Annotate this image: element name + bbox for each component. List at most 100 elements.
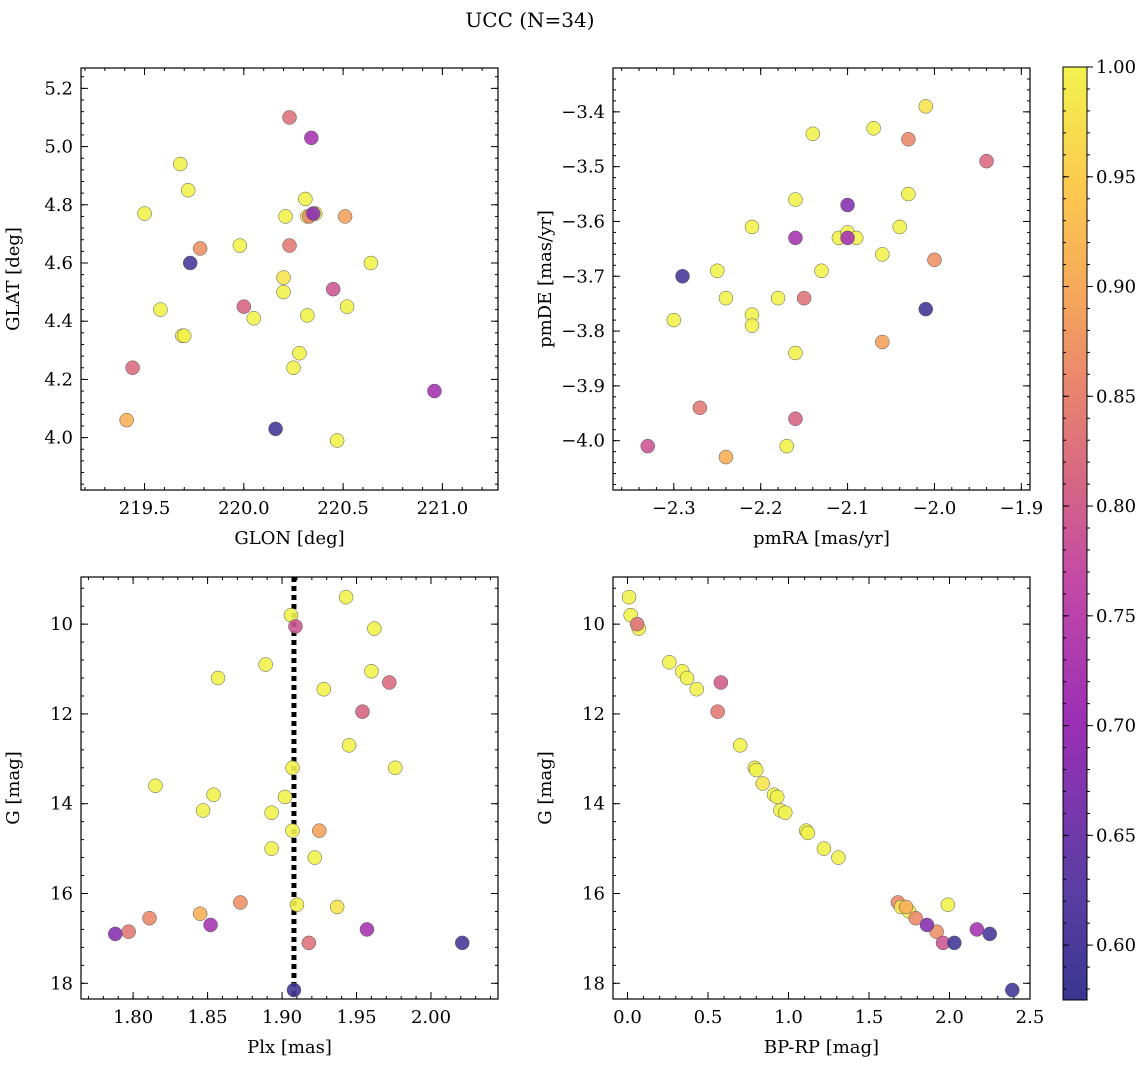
y-axis-label: G [mag] [3, 751, 24, 824]
data-point [282, 110, 297, 125]
data-point [779, 438, 794, 454]
data-point [629, 616, 645, 632]
y-tick-label: 14 [582, 794, 605, 815]
data-point [329, 433, 345, 448]
data-point [621, 589, 637, 605]
data-point [206, 787, 221, 802]
data-point [744, 318, 760, 333]
y-tick-label: 4.8 [44, 195, 73, 216]
data-point [364, 664, 379, 679]
data-point [814, 263, 829, 279]
data-point [236, 299, 252, 314]
y-tick-label: −3.5 [561, 157, 605, 178]
data-point [210, 670, 226, 686]
colorbar-tick-label: 0.80 [1096, 496, 1136, 517]
x-tick-label: 1.90 [262, 1007, 302, 1028]
data-point [840, 230, 855, 246]
data-point [979, 153, 994, 169]
data-point [831, 850, 846, 865]
data-point [947, 935, 962, 951]
data-point [640, 438, 655, 454]
data-point [866, 121, 881, 136]
x-tick-label: −2.1 [826, 498, 870, 519]
data-point [908, 910, 923, 926]
data-point [355, 704, 370, 719]
data-point [427, 383, 442, 399]
data-point [788, 411, 803, 427]
panel-pm: −2.3 −2.2 −2.1 −2.0 −1.9 −4.0 −3.9 −3.8 −3.7 −3.6… [535, 67, 1043, 549]
x-tick-label: 221.0 [417, 498, 469, 519]
data-point [233, 895, 248, 910]
data-point [919, 917, 935, 933]
data-point [339, 299, 355, 314]
data-point [689, 681, 704, 697]
x-tick-label: 2.0 [935, 1007, 964, 1028]
data-point [805, 126, 821, 142]
data-point [232, 238, 248, 253]
data-point [325, 281, 341, 297]
data-point [875, 247, 890, 262]
y-tick-label: 16 [582, 884, 605, 905]
data-point [182, 255, 198, 271]
data-point [892, 219, 907, 235]
y-tick-label: 10 [50, 614, 73, 635]
data-point [901, 186, 916, 202]
data-point [286, 360, 301, 376]
data-point [749, 762, 764, 778]
plot-frame [612, 67, 1031, 491]
x-tick-label: 1.0 [774, 1007, 803, 1028]
data-point [359, 922, 375, 937]
panel-cmd: 0.0 0.5 1.0 1.5 2.0 2.5 10 12 14 16 18 BP-RP [mag] G… [535, 576, 1044, 1058]
data-point [180, 182, 196, 198]
colorbar-tick-label: 0.85 [1096, 386, 1136, 407]
data-point [277, 789, 293, 805]
data-point [901, 131, 916, 147]
x-tick-label: 1.5 [855, 1007, 884, 1028]
data-point [679, 670, 695, 686]
data-point [276, 270, 291, 285]
data-point [778, 805, 793, 820]
x-tick-label: 0.0 [613, 1007, 642, 1028]
data-point [796, 290, 812, 306]
data-point [341, 738, 357, 753]
data-point [258, 657, 273, 672]
data-point [788, 230, 803, 246]
x-tick-label: −2.3 [652, 498, 696, 519]
data-point [337, 209, 353, 224]
colorbar-tick-label: 0.70 [1096, 716, 1136, 737]
x-axis-label: GLON [deg] [234, 528, 344, 549]
data-point [125, 360, 140, 376]
y-tick-label: 10 [582, 614, 605, 635]
data-point [387, 760, 403, 776]
x-tick-label: 1.95 [336, 1007, 376, 1028]
data-point [713, 675, 729, 690]
data-point [173, 156, 188, 172]
y-axis-label: GLAT [deg] [3, 227, 24, 331]
data-point [363, 255, 379, 271]
x-tick-label: −2.0 [913, 498, 957, 519]
y-tick-label: 14 [50, 794, 73, 815]
data-point [329, 899, 345, 915]
data-point [119, 412, 134, 428]
data-point [718, 290, 734, 306]
data-point [282, 238, 297, 253]
colorbar-tick-label: 0.75 [1096, 606, 1136, 627]
data-point [788, 192, 803, 207]
x-tick-label: −1.9 [999, 498, 1043, 519]
y-tick-label: 16 [50, 884, 73, 905]
data-point [840, 197, 855, 213]
x-axis-label: BP-RP [mag] [764, 1037, 879, 1058]
data-point [692, 400, 708, 416]
data-point [675, 269, 690, 284]
data-point [927, 252, 942, 268]
colorbar-tick-label: 0.95 [1096, 167, 1136, 188]
y-tick-label: 4.0 [44, 428, 73, 449]
data-point [788, 345, 803, 361]
data-point [816, 841, 832, 856]
y-tick-label: 4.6 [44, 253, 73, 274]
data-point [662, 655, 677, 670]
plot-frame [80, 576, 499, 1000]
y-tick-label: 12 [50, 704, 73, 725]
data-point [203, 917, 218, 933]
panel-plx-g: 1.80 1.85 1.90 1.95 2.00 10 12 14 16 18 Plx [mas] G… [3, 576, 499, 1058]
